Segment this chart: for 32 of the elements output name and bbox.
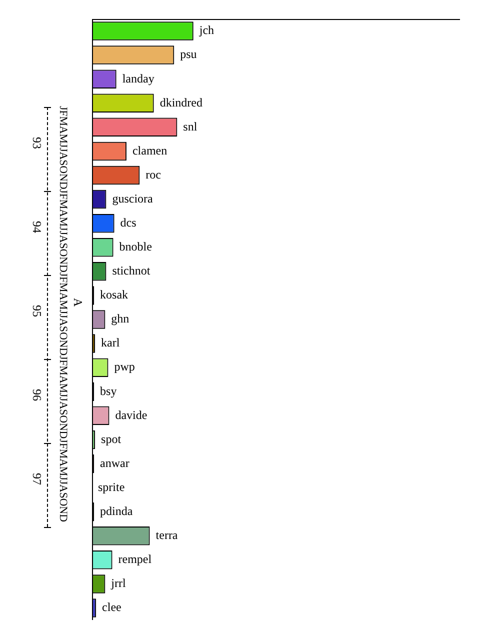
y-tick-label: sprite <box>98 480 125 494</box>
y-tick-label: bnoble <box>119 240 152 254</box>
y-tick-label: bsy <box>100 384 117 398</box>
text: JFMAMJJASONDJFMAMJJASONDJFMAMJJASONDJFMAMJJASONDJFMAMJJASOND <box>57 106 69 522</box>
text: 95 <box>30 305 44 317</box>
y-tick-label: clee <box>102 600 122 614</box>
y-tick-label: gusciora <box>112 191 154 206</box>
y-tick-label: anwar <box>100 456 130 470</box>
y-tick-label: dcs <box>120 215 137 230</box>
text: 93 <box>30 137 44 149</box>
y-tick-label: snl <box>183 119 198 134</box>
y-tick-label: spot <box>101 432 122 446</box>
y-tick-label: pwp <box>114 360 135 374</box>
text: 94 <box>30 221 44 233</box>
y-tick-label: psu <box>180 47 197 62</box>
text: 96 <box>30 389 44 401</box>
y-tick-label: terra <box>156 528 178 542</box>
y-tick-label: roc <box>146 167 161 182</box>
y-tick-label: pdinda <box>100 504 134 518</box>
y-tick-label: jrrl <box>110 576 127 590</box>
y-tick-label: stichnot <box>112 264 151 278</box>
y-tick-label: davide <box>115 408 148 422</box>
y-tick-label: jch <box>198 23 214 38</box>
y-tick-label: clamen <box>132 143 168 158</box>
y-tick-label: kosak <box>100 288 128 302</box>
y-tick-label: karl <box>101 336 120 350</box>
y-tick-label: dkindred <box>160 95 202 110</box>
y-tick-label: landay <box>122 71 154 86</box>
y-tick-label: rempel <box>118 552 152 566</box>
text: A <box>71 298 85 307</box>
y-tick-label: ghn <box>111 312 130 326</box>
text: 97 <box>30 473 44 485</box>
